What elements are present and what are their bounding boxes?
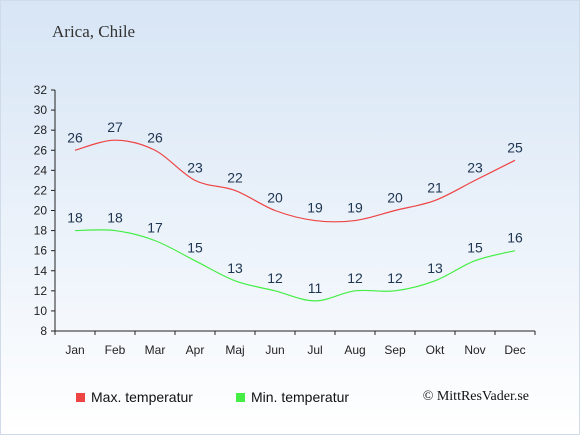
x-tick-label: Feb bbox=[105, 343, 126, 357]
y-tick-label: 22 bbox=[34, 183, 48, 197]
x-tick-label: Jan bbox=[65, 343, 84, 357]
x-tick-label: Sep bbox=[384, 343, 406, 357]
x-tick-label: Maj bbox=[225, 343, 244, 357]
x-tick-label: Nov bbox=[464, 343, 485, 357]
min-temperature-line bbox=[74, 229, 516, 302]
y-tick-label: 30 bbox=[34, 103, 48, 117]
copyright-text: © MittResVader.se bbox=[422, 389, 529, 404]
x-tick-label: Dec bbox=[504, 343, 525, 357]
y-tick-label: 10 bbox=[34, 304, 48, 318]
value-labels-group: 26 27 26 23 22 20 19 19 20 21 23 25 18 18 17 15 13 12 11 12… bbox=[67, 119, 523, 296]
x-tick-label: Mar bbox=[145, 343, 166, 357]
x-tick-label: Aug bbox=[344, 343, 365, 357]
y-tick-label: 18 bbox=[34, 224, 48, 238]
legend-label-min: Min. temperatur bbox=[251, 389, 350, 405]
legend-label-max: Max. temperatur bbox=[91, 389, 193, 405]
max-value-label: 23 bbox=[467, 159, 483, 175]
series-lines-group bbox=[74, 139, 516, 302]
x-tick-label: Jul bbox=[307, 343, 322, 357]
legend-item-min: Min. temperatur bbox=[236, 389, 349, 405]
max-value-label: 20 bbox=[387, 190, 403, 206]
y-tick-label: 26 bbox=[34, 143, 48, 157]
max-value-label: 26 bbox=[67, 129, 83, 145]
max-value-label: 25 bbox=[507, 139, 523, 155]
max-value-label: 22 bbox=[227, 169, 243, 185]
y-tick-label: 8 bbox=[40, 324, 47, 338]
y-tick-label: 32 bbox=[34, 83, 48, 97]
x-tick-label: Okt bbox=[426, 343, 445, 357]
x-tick-label: Jun bbox=[265, 343, 284, 357]
min-value-label: 18 bbox=[107, 210, 123, 226]
max-temperature-line bbox=[74, 139, 516, 223]
min-value-label: 16 bbox=[507, 230, 523, 246]
max-value-label: 19 bbox=[347, 200, 363, 216]
y-tick-label: 24 bbox=[34, 163, 48, 177]
y-tick-label: 14 bbox=[34, 264, 48, 278]
min-value-label: 11 bbox=[308, 280, 323, 296]
min-value-label: 17 bbox=[147, 220, 163, 236]
legend-item-max: Max. temperatur bbox=[76, 389, 193, 405]
x-tick-label: Apr bbox=[186, 343, 205, 357]
min-value-label: 13 bbox=[227, 260, 243, 276]
y-tick-label: 28 bbox=[34, 123, 48, 137]
max-value-label: 26 bbox=[147, 129, 163, 145]
min-value-label: 12 bbox=[387, 270, 403, 286]
min-value-label: 15 bbox=[467, 240, 483, 256]
max-value-label: 27 bbox=[107, 119, 123, 135]
max-value-label: 21 bbox=[427, 179, 443, 195]
min-value-label: 18 bbox=[67, 210, 83, 226]
max-value-label: 23 bbox=[187, 159, 203, 175]
max-value-label: 19 bbox=[307, 200, 323, 216]
y-tick-label: 16 bbox=[34, 244, 48, 258]
y-tick-label: 12 bbox=[34, 284, 48, 298]
axes-group: 8 10 12 14 16 18 20 22 24 26 28 30 32 Jan Feb Mar Apr Maj… bbox=[34, 83, 536, 357]
legend-swatch-min bbox=[236, 392, 245, 402]
legend-swatch-max bbox=[76, 392, 85, 402]
y-tick-label: 20 bbox=[34, 204, 48, 218]
min-value-label: 13 bbox=[427, 260, 443, 276]
min-value-label: 15 bbox=[187, 240, 203, 256]
location-title: Arica, Chile bbox=[52, 22, 136, 41]
min-value-label: 12 bbox=[267, 270, 283, 286]
min-value-label: 12 bbox=[347, 270, 363, 286]
max-value-label: 20 bbox=[267, 190, 283, 206]
